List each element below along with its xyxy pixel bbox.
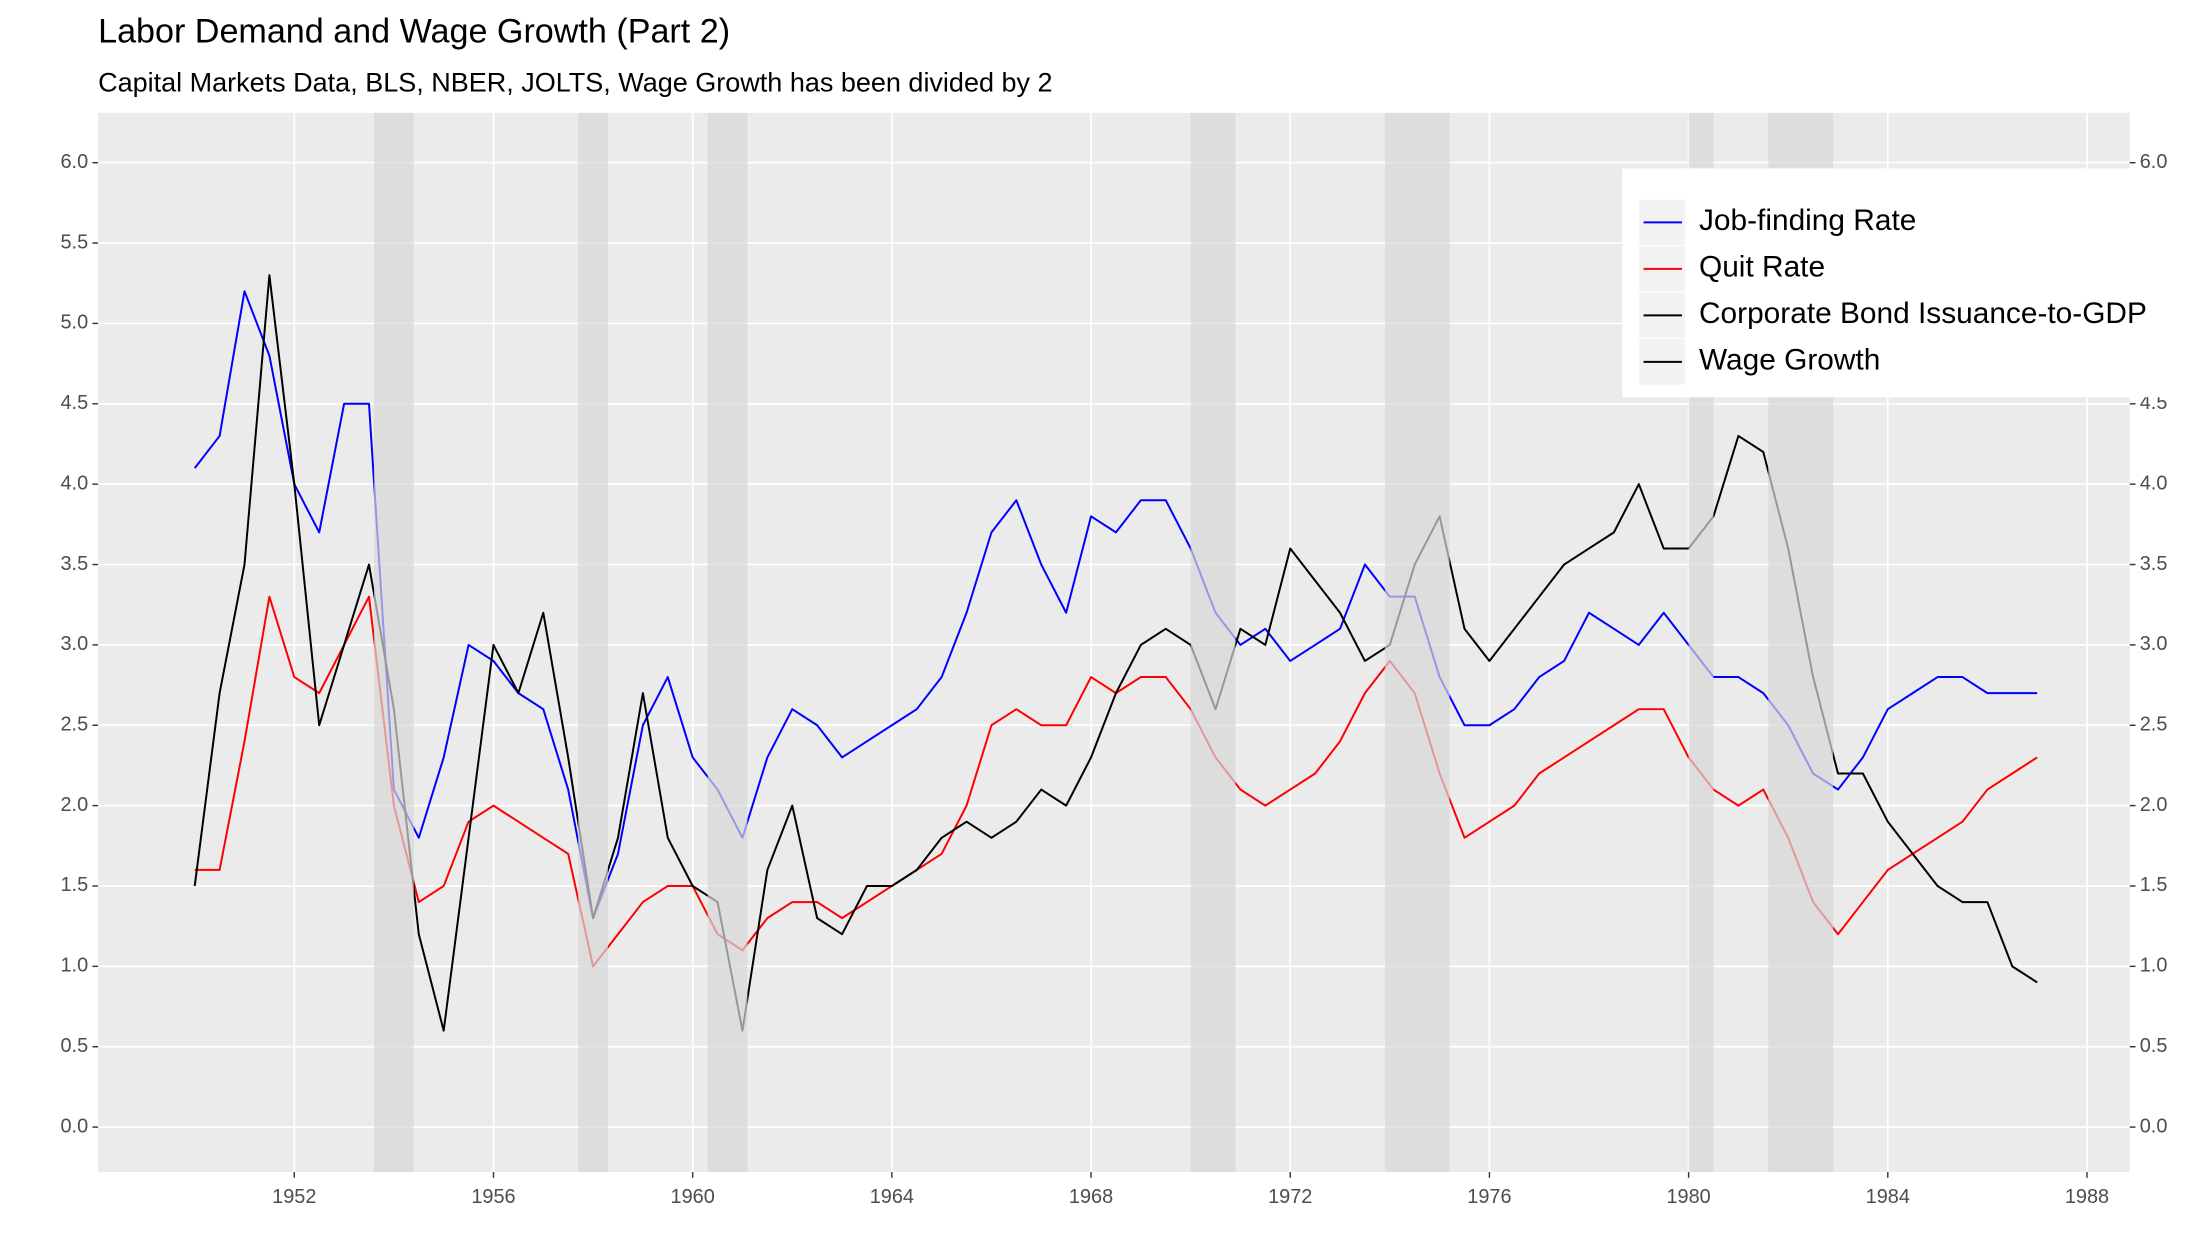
x-tick-label: 1960: [671, 1186, 715, 1208]
series-line: [193, 274, 2038, 1032]
y-tick-label: 3.0: [60, 633, 88, 655]
legend-label: Quit Rate: [1699, 251, 1825, 284]
y-tick-label: 2.5: [60, 714, 88, 736]
x-tick-label: 1988: [2065, 1186, 2109, 1208]
legend-label: Wage Growth: [1699, 344, 1880, 377]
recession-band: [1190, 112, 1236, 1173]
y-tick-label: 3.5: [60, 553, 88, 575]
legend-label: Job-finding Rate: [1699, 204, 1916, 237]
y-tick-label: 0.5: [60, 1035, 88, 1057]
y-tick-label: 5.5: [60, 231, 88, 253]
chart-subtitle: Capital Markets Data, BLS, NBER, JOLTS, …: [98, 68, 1052, 98]
y2-tick-label: 0.0: [2140, 1115, 2168, 1137]
series-line: [193, 290, 2038, 920]
y-tick-label: 1.5: [60, 874, 88, 896]
y2-tick-label: 2.0: [2140, 794, 2168, 816]
y2-tick-label: 0.5: [2140, 1035, 2168, 1057]
y-tick-label: 2.0: [60, 794, 88, 816]
x-tick-label: 1972: [1268, 1186, 1312, 1208]
y2-tick-label: 2.5: [2140, 714, 2168, 736]
y-tick-label: 5.0: [60, 312, 88, 334]
y2-tick-label: 4.0: [2140, 472, 2168, 494]
y2-tick-label: 3.0: [2140, 633, 2168, 655]
y2-tick-label: 1.0: [2140, 955, 2168, 977]
y2-tick-label: 1.5: [2140, 874, 2168, 896]
chart-title: Labor Demand and Wage Growth (Part 2): [98, 12, 730, 50]
legend-box: [1622, 168, 2208, 398]
x-tick-label: 1956: [471, 1186, 515, 1208]
recession-band: [707, 112, 748, 1173]
y-tick-label: 0.0: [60, 1115, 88, 1137]
x-tick-label: 1984: [1866, 1186, 1910, 1208]
x-tick-label: 1980: [1666, 1186, 1710, 1208]
x-tick-label: 1968: [1069, 1186, 1113, 1208]
y-tick-label: 1.0: [60, 955, 88, 977]
y-tick-label: 4.5: [60, 392, 88, 414]
recession-band: [1384, 112, 1450, 1173]
y2-tick-label: 3.5: [2140, 553, 2168, 575]
y2-tick-label: 4.5: [2140, 392, 2168, 414]
x-tick-label: 1964: [870, 1186, 914, 1208]
recession-band: [578, 112, 609, 1173]
y2-tick-label: 6.0: [2140, 151, 2168, 173]
x-tick-label: 1976: [1467, 1186, 1511, 1208]
recession-band: [373, 112, 414, 1173]
y-tick-label: 6.0: [60, 151, 88, 173]
y-tick-label: 4.0: [60, 472, 88, 494]
legend-label: Corporate Bond Issuance-to-GDP: [1699, 297, 2147, 330]
x-tick-label: 1952: [272, 1186, 316, 1208]
legend: Job-finding Rate Quit Rate Corporate Bond …: [1622, 168, 2208, 398]
